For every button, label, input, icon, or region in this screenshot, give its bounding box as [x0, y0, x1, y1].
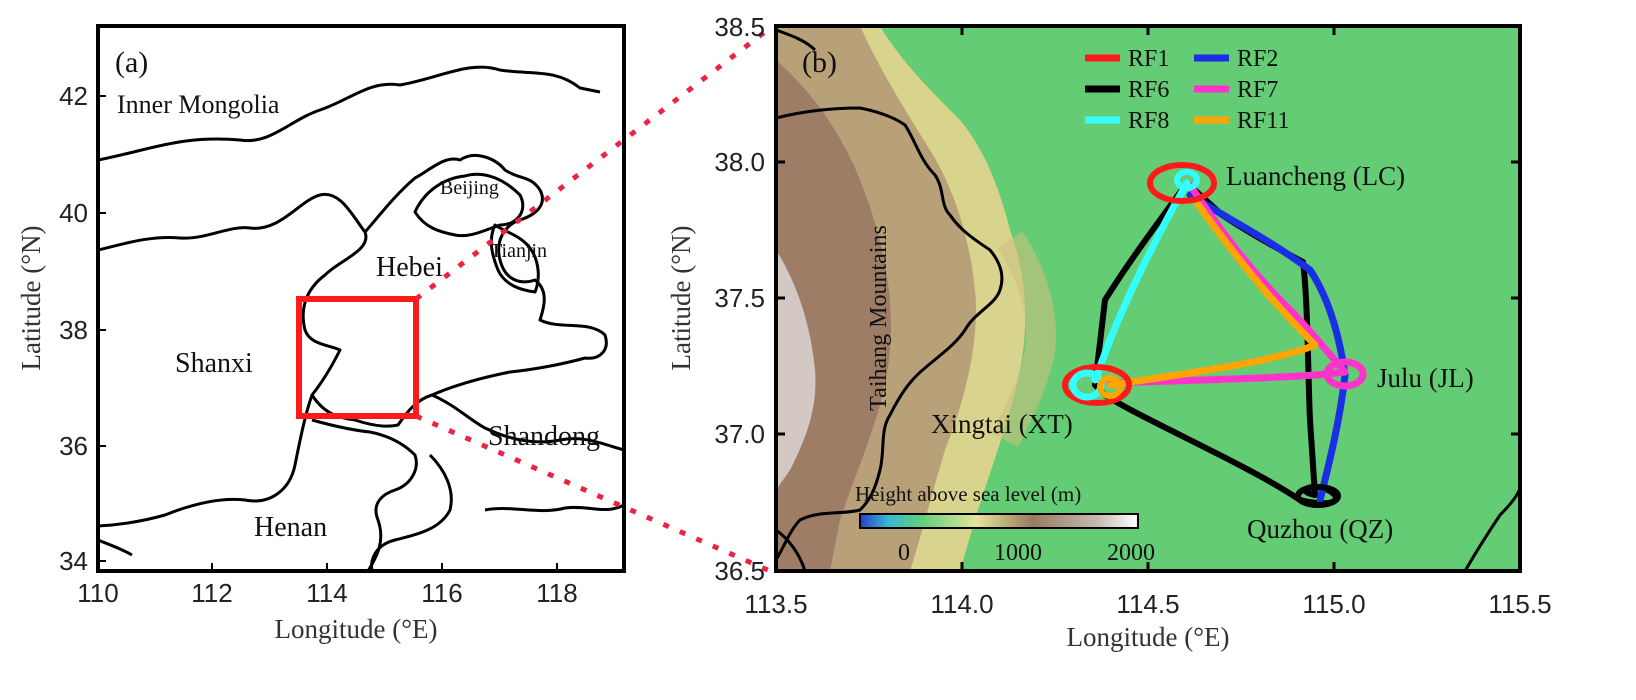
- b-y-axis-label: Latitude (°N): [666, 226, 696, 371]
- b-ytick-3: 38.0: [714, 147, 765, 177]
- panel-a-label: (a): [115, 46, 148, 79]
- b-xtick-4: 115.5: [1488, 589, 1551, 619]
- site-quzhou: Quzhou (QZ): [1247, 514, 1393, 544]
- panel-b-label: (b): [802, 46, 837, 79]
- b-xtick-2: 114.5: [1116, 589, 1179, 619]
- colorbar-tick-2000: 2000: [1107, 540, 1155, 566]
- loop-rf6-qz: [1295, 484, 1341, 508]
- loop-rf11-xt: [1097, 375, 1123, 399]
- b-xtick-3: 115.0: [1302, 589, 1365, 619]
- legend-rf6: RF6: [1128, 77, 1169, 103]
- a-ytick-1: 36: [59, 431, 88, 461]
- loop-rf8-lc: [1174, 169, 1200, 191]
- loop-rf7-jl: [1323, 358, 1367, 390]
- terrain-map: [776, 26, 1520, 571]
- a-xtick-4: 118: [536, 578, 577, 608]
- b-xtick-0: 113.5: [744, 589, 807, 619]
- legend-rf11: RF11: [1237, 108, 1289, 134]
- b-ytick-2: 37.5: [714, 283, 765, 313]
- colorbar-tick-1000: 1000: [994, 540, 1042, 566]
- a-y-axis-label: Latitude (°N): [16, 226, 46, 371]
- label-tianjin: Tianjin: [490, 240, 547, 262]
- b-x-axis-label: Longitude (°E): [1066, 622, 1229, 652]
- panel-b-ticks: [776, 26, 1520, 571]
- study-area-box: [296, 296, 419, 419]
- label-henan: Henan: [254, 512, 327, 543]
- a-x-axis-label: Longitude (°E): [274, 614, 437, 644]
- label-beijing: Beijing: [440, 177, 499, 199]
- a-xtick-0: 110: [77, 578, 118, 608]
- a-ytick-3: 40: [59, 198, 88, 228]
- legend-rf1: RF1: [1128, 46, 1169, 72]
- legend-rf8: RF8: [1128, 108, 1169, 134]
- flight-legend: RF1 RF2 RF6 RF7 RF8 RF11: [1085, 46, 1289, 134]
- a-xtick-2: 114: [306, 578, 347, 608]
- label-shanxi: Shanxi: [175, 348, 253, 379]
- zoom-connectors: [414, 26, 772, 574]
- a-ytick-2: 38: [59, 315, 88, 345]
- panel-a-border: [96, 24, 626, 573]
- label-taihang-mountains: Taihang Mountains: [866, 225, 892, 411]
- colorbar-title: Height above sea level (m): [855, 482, 1081, 506]
- track-rf11: [1106, 196, 1319, 389]
- track-rf2: [1186, 191, 1349, 504]
- panel-a: (a) Inner Mongolia Beijing Tianjin Hebei…: [16, 24, 626, 644]
- b-ytick-0: 36.5: [714, 556, 765, 586]
- track-rf7: [1106, 181, 1349, 387]
- b-ytick-4: 38.5: [714, 12, 765, 42]
- a-ytick-4: 42: [59, 81, 88, 111]
- a-xtick-3: 116: [421, 578, 462, 608]
- elevation-colorbar: Height above sea level (m) 0 1000 2000: [855, 482, 1155, 566]
- province-boundaries: [98, 65, 624, 571]
- loop-rf1-lc: [1147, 162, 1217, 204]
- colorbar-tick-0: 0: [898, 540, 910, 566]
- loop-rf1-xt: [1062, 364, 1132, 406]
- a-xtick-1: 112: [191, 578, 232, 608]
- label-hebei: Hebei: [376, 252, 443, 283]
- a-ytick-0: 34: [59, 546, 88, 576]
- b-ytick-1: 37.0: [714, 419, 765, 449]
- label-inner-mongolia: Inner Mongolia: [117, 90, 280, 119]
- legend-rf7: RF7: [1237, 77, 1278, 103]
- panel-a-ticks: [97, 95, 558, 571]
- legend-rf2: RF2: [1237, 46, 1278, 72]
- site-luancheng: Luancheng (LC): [1226, 161, 1405, 191]
- b-xtick-1: 114.0: [930, 589, 993, 619]
- site-xingtai: Xingtai (XT): [931, 409, 1073, 439]
- panel-b: (b) Taihang Mountains Luancheng (LC) Jul…: [666, 12, 1552, 652]
- label-shandong: Shandong: [488, 421, 600, 452]
- colorbar-gradient: [859, 513, 1139, 529]
- flight-tracks: [1062, 162, 1367, 508]
- site-julu: Julu (JL): [1377, 363, 1474, 393]
